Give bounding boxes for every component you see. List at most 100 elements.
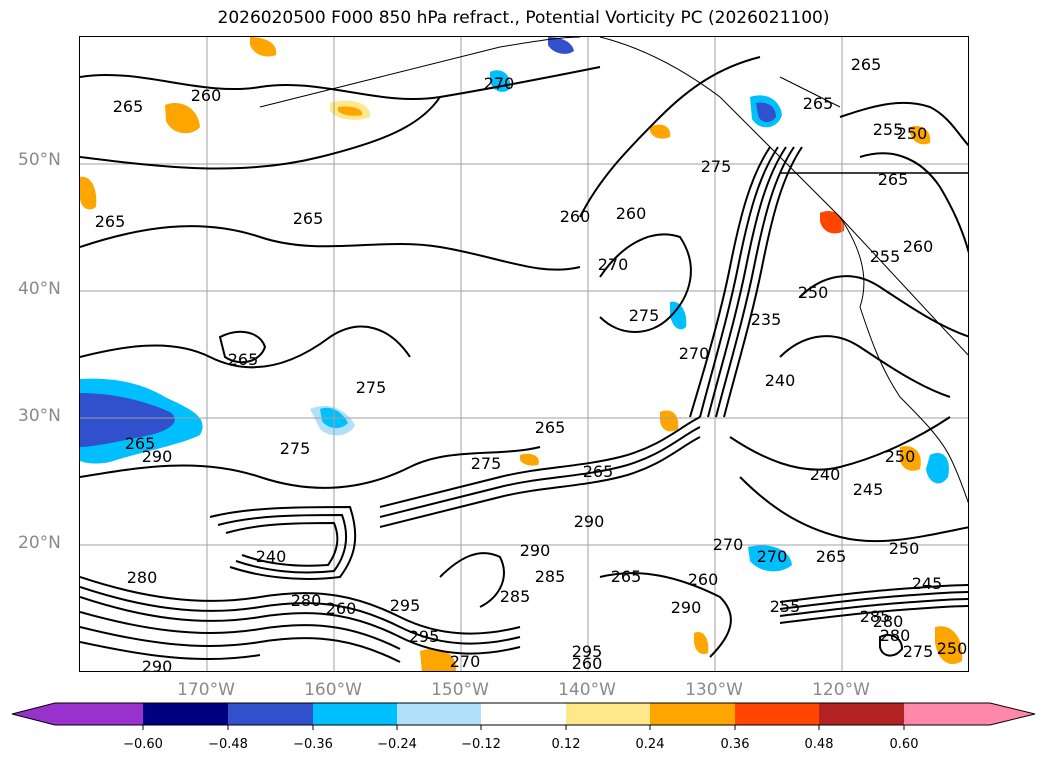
pv-positive-area: [650, 124, 671, 139]
pv-negative-core: [80, 393, 175, 447]
contour-label: 260: [688, 570, 719, 589]
contour-label: 280: [127, 568, 158, 587]
pv-positive-area: [935, 626, 963, 665]
contour-label: 290: [142, 657, 173, 672]
contour-label: 265: [583, 462, 614, 481]
contour-label: 255: [873, 120, 904, 139]
colorbar-cell: [55, 703, 143, 725]
colorbar-tick-label: −0.60: [123, 737, 163, 752]
contour-label: 275: [280, 439, 311, 458]
pv-negative-area: [670, 301, 687, 330]
contour-label: 295: [572, 642, 603, 661]
contour-label-layer: 265 260 265 270 265 260 260 265 275 265 …: [95, 55, 968, 672]
map-canvas: 265 260 265 270 265 260 260 265 275 265 …: [80, 37, 968, 672]
contour-label: 255: [770, 597, 801, 616]
colorbar-cell: [735, 703, 819, 725]
pv-positive-area: [250, 37, 277, 57]
contour-label: 295: [390, 596, 421, 615]
contour-label: 265: [535, 418, 566, 437]
pv-positive-area: [660, 410, 679, 432]
contour-label: 265: [816, 547, 847, 566]
lon-label-130w: 130°W: [685, 680, 743, 700]
colorbar-cell: [904, 703, 990, 725]
contour-label: 260: [560, 207, 591, 226]
contour-label: 270: [679, 344, 710, 363]
contour-label: 260: [903, 237, 934, 256]
pv-shading: [80, 37, 963, 671]
contour-label: 270: [713, 535, 744, 554]
contour-label: 275: [356, 378, 387, 397]
colorbar-tick-marks: [142, 725, 905, 730]
lon-label-150w: 150°W: [431, 680, 489, 700]
contour-label: 280: [291, 591, 322, 610]
contour-label: 275: [629, 306, 660, 325]
colorbar: [0, 700, 1047, 760]
contour-label: 270: [598, 255, 629, 274]
pv-positive-area: [165, 103, 200, 134]
contour-label: 250: [885, 447, 916, 466]
colorbar-svg: [11, 702, 1036, 730]
colorbar-tick-label: −0.24: [377, 737, 417, 752]
contour-label: 250: [897, 124, 928, 143]
contour-label: 245: [912, 574, 943, 593]
colorbar-tick-label: 0.36: [720, 737, 750, 752]
refractivity-contours: [80, 56, 968, 663]
contour-label: 270: [450, 652, 481, 671]
pv-positive-area: [910, 125, 931, 145]
contour-label: 275: [471, 454, 502, 473]
contour-label: 265: [113, 97, 144, 116]
lat-label-50n: 50°N: [18, 150, 61, 170]
colorbar-cell: [566, 703, 650, 725]
colorbar-cell: [143, 703, 228, 725]
pv-positive-area: [520, 453, 539, 466]
colorbar-outline: [11, 702, 1036, 726]
colorbar-extend-max: [990, 703, 1035, 725]
pv-negative-area: [926, 453, 949, 484]
contour-label: 285: [500, 587, 531, 606]
map-title: 2026020500 F000 850 hPa refract., Potent…: [217, 8, 830, 28]
contour-label: 280: [880, 626, 911, 645]
pv-negative-core: [548, 37, 574, 54]
contour-label: 285: [860, 607, 891, 626]
colorbar-cell: [650, 703, 735, 725]
colorbar-cells: [55, 703, 990, 725]
contour-label: 290: [671, 598, 702, 617]
contour-label: 290: [142, 447, 173, 466]
colorbar-cell: [397, 703, 481, 725]
contour-label: 265: [125, 434, 156, 453]
contour-label: 290: [574, 512, 605, 531]
colorbar-tick-label: −0.36: [293, 737, 333, 752]
contour-label: 280: [873, 612, 904, 631]
contour-label: 240: [256, 547, 287, 566]
contour-label: 270: [757, 547, 788, 566]
colorbar-cell: [313, 703, 397, 725]
colorbar-tick-label: 0.48: [804, 737, 834, 752]
colorbar-tick-label: −0.12: [461, 737, 501, 752]
contour-label: 265: [293, 209, 324, 228]
contour-label: 270: [484, 74, 515, 93]
pv-positive-area: [899, 446, 921, 471]
colorbar-cell: [228, 703, 313, 725]
pv-negative-area: [748, 545, 792, 572]
contour-label: 260: [191, 86, 222, 105]
map-panel: 265 260 265 270 265 260 260 265 275 265 …: [79, 36, 969, 672]
lat-label-40n: 40°N: [18, 279, 61, 299]
contour-label: 265: [228, 350, 259, 369]
colorbar-tick-label: 0.12: [551, 737, 581, 752]
contour-label: 275: [701, 157, 732, 176]
pv-positive-area: [420, 649, 457, 671]
colorbar-cell: [481, 703, 566, 725]
coastlines: [259, 37, 968, 504]
contour-label: 240: [765, 371, 796, 390]
pv-positive-area: [694, 631, 709, 655]
contour-label: 285: [535, 567, 566, 586]
contour-label: 290: [520, 541, 551, 560]
contour-label: 265: [611, 567, 642, 586]
lon-label-120w: 120°W: [812, 680, 870, 700]
colorbar-tick-label: 0.60: [889, 737, 919, 752]
contour-label: 235: [751, 310, 782, 329]
contour-label: 245: [853, 480, 884, 499]
pv-positive-area: [80, 176, 97, 210]
contour-label: 250: [937, 639, 968, 658]
pv-positive-core: [820, 211, 845, 234]
